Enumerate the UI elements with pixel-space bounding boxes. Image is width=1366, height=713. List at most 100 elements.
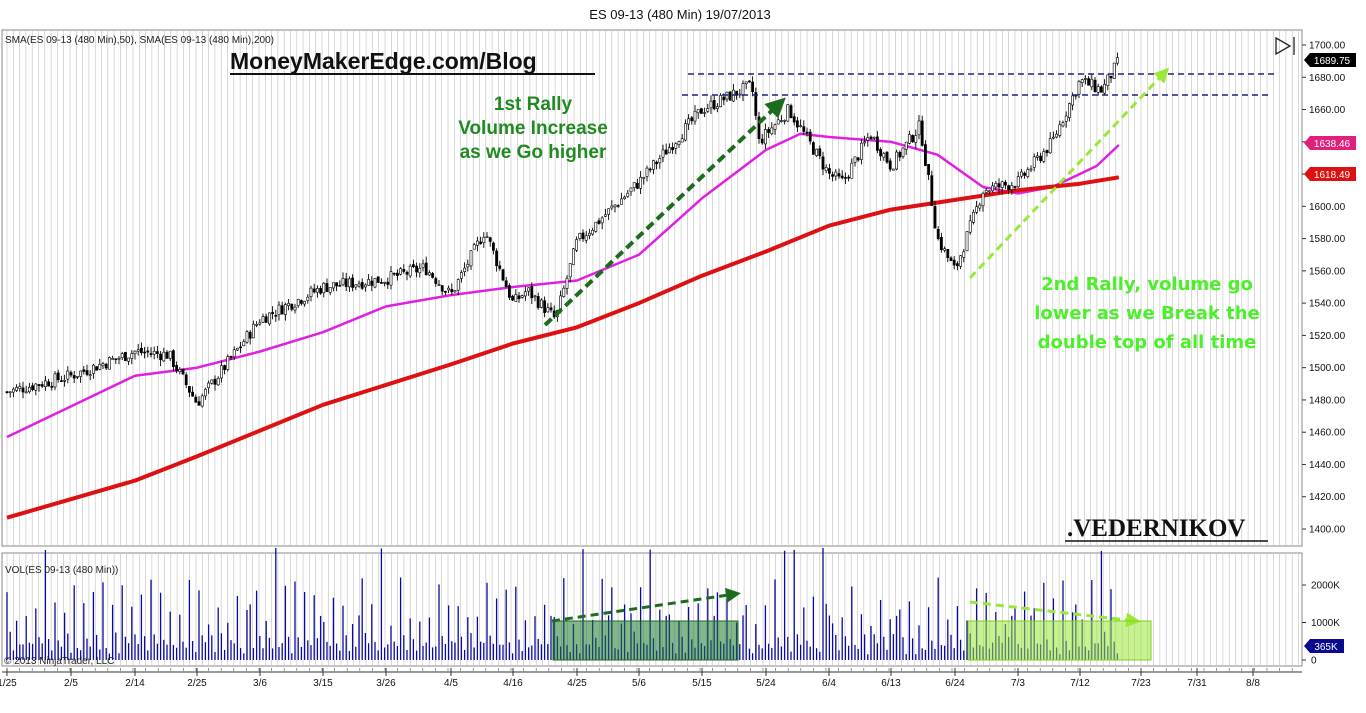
- price-bar-body: [184, 374, 188, 386]
- price-bar-body: [827, 168, 831, 174]
- price-bar-body: [651, 160, 655, 170]
- rally1-line3: as we Go higher: [460, 142, 607, 163]
- price-bar-body: [482, 237, 486, 243]
- price-bar-body: [629, 187, 633, 193]
- price-bar-body: [997, 183, 1001, 188]
- price-bar-body: [843, 177, 847, 179]
- price-bar-body: [523, 291, 527, 297]
- price-bar-body: [210, 379, 214, 384]
- price-bar-body: [258, 322, 262, 325]
- rally1-line1: 1st Rally: [494, 94, 573, 115]
- price-bar-body: [575, 239, 579, 251]
- price-bar-body: [66, 370, 70, 380]
- price-bar-body: [578, 233, 582, 239]
- price-bar-body: [818, 148, 822, 157]
- price-bar-body: [610, 205, 614, 209]
- price-panel: [1, 29, 1303, 547]
- price-bar-body: [1019, 171, 1023, 177]
- price-bar-body: [405, 272, 409, 275]
- price-bar-body: [1077, 80, 1081, 95]
- y-tick-label: 1700.00: [1309, 41, 1346, 52]
- price-bar-body: [664, 149, 668, 155]
- x-tick-label: 7/31: [1187, 678, 1207, 689]
- price-bar-body: [293, 306, 297, 311]
- y-tick-label: 1520.00: [1309, 331, 1346, 342]
- y-tick-label: 1440.00: [1309, 460, 1346, 471]
- price-bar-body: [280, 305, 284, 315]
- price-bar-body: [431, 273, 435, 278]
- price-bar-body: [811, 142, 815, 155]
- price-bar-body: [59, 380, 63, 382]
- price-bar-body: [1016, 176, 1020, 188]
- price-bar-body: [18, 386, 22, 389]
- price-bar-body: [994, 183, 998, 188]
- price-bar-body: [504, 280, 508, 288]
- price-bar-body: [85, 370, 89, 375]
- price-bar-body: [479, 241, 483, 245]
- price-bar-body: [1048, 138, 1052, 154]
- price-bar-body: [1026, 169, 1030, 177]
- price-bar-body: [645, 167, 649, 177]
- price-bar-body: [741, 83, 745, 96]
- play-icon[interactable]: [1275, 36, 1295, 56]
- price-bar-body: [1087, 78, 1091, 86]
- vol-tick-label: 1000K: [1311, 618, 1340, 629]
- price-bar-body: [421, 263, 425, 268]
- x-tick-label: 7/23: [1131, 678, 1151, 689]
- price-bar-body: [1116, 57, 1119, 64]
- price-bar-body: [63, 380, 67, 382]
- price-bar-body: [399, 268, 403, 275]
- price-bar-body: [882, 153, 886, 158]
- sma50-value: 1638.46: [1314, 139, 1351, 150]
- price-bar-body: [543, 300, 547, 313]
- price-bar-body: [799, 125, 803, 128]
- price-bar-body: [354, 284, 358, 288]
- rally2-volume-arrow: [969, 600, 1141, 628]
- price-bar-body: [984, 190, 988, 193]
- price-bar-body: [216, 378, 220, 386]
- price-bar-body: [965, 231, 969, 252]
- price-bar-body: [546, 307, 550, 313]
- price-bar-body: [600, 217, 604, 224]
- price-bar-body: [322, 282, 326, 293]
- price-bar-body: [76, 376, 79, 378]
- y-tick-label: 1560.00: [1309, 266, 1346, 277]
- price-bars: [5, 52, 1119, 408]
- price-bar-body: [1039, 155, 1043, 161]
- price-bar-body: [277, 304, 281, 315]
- price-bar-body: [8, 391, 12, 394]
- price-bar-body: [178, 369, 182, 372]
- x-tick-label: 7/12: [1070, 678, 1090, 689]
- price-bar-body: [517, 295, 521, 300]
- price-bar-body: [840, 175, 844, 179]
- price-bar-body: [1103, 83, 1107, 94]
- x-tick-label: 7/3: [1011, 678, 1025, 689]
- price-bar-body: [661, 149, 665, 158]
- price-bar-body: [351, 277, 355, 288]
- price-bar-body: [172, 350, 175, 368]
- price-bar-body: [140, 347, 143, 353]
- price-bar-body: [1036, 155, 1039, 158]
- price-bar-body: [623, 196, 627, 200]
- price-bar-body: [236, 347, 239, 351]
- price-bar-body: [587, 232, 591, 236]
- price-bar-body: [495, 250, 499, 267]
- price-bar-body: [1055, 133, 1059, 138]
- x-tick-label: 4/5: [444, 678, 458, 689]
- price-bar-body: [674, 143, 678, 149]
- price-bar-body: [127, 357, 131, 362]
- price-bar-body: [872, 136, 876, 139]
- price-bar-body: [747, 80, 751, 83]
- price-bar-body: [367, 279, 371, 286]
- price-bar-body: [901, 147, 905, 157]
- price-bar-body: [959, 255, 963, 267]
- price-bar-body: [303, 301, 307, 305]
- price-bar-body: [245, 331, 249, 343]
- price-bar-body: [511, 295, 515, 301]
- price-bar-body: [658, 158, 662, 164]
- price-bar-body: [795, 120, 799, 128]
- price-bar-body: [936, 229, 940, 240]
- price-bar-body: [488, 237, 492, 242]
- price-bar-body: [274, 314, 278, 317]
- price-bar-body: [287, 303, 291, 307]
